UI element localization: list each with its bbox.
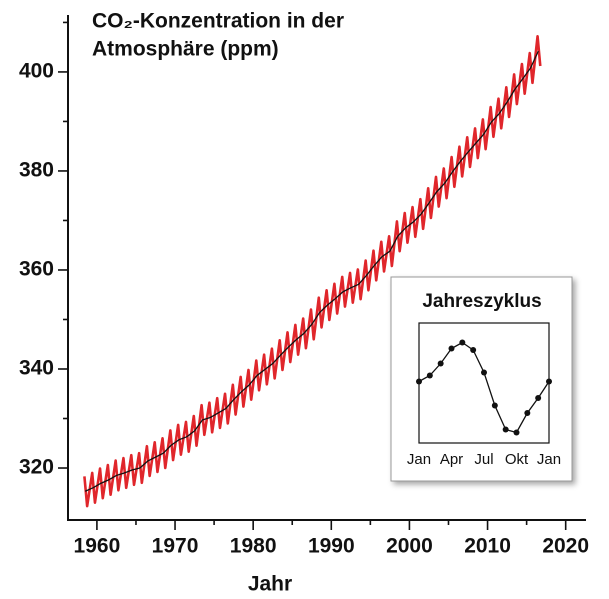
inset-point — [448, 345, 455, 352]
y-tick-label: 360 — [19, 258, 54, 281]
inset-x-label: Okt — [505, 451, 529, 468]
x-tick-label: 2010 — [464, 535, 511, 558]
y-tick-label: 320 — [19, 456, 54, 479]
x-tick-label: 1960 — [74, 535, 121, 558]
x-tick-label: 2020 — [542, 535, 589, 558]
x-tick-label: 1980 — [230, 535, 277, 558]
inset-x-label: Jul — [474, 451, 493, 468]
x-tick-label: 1970 — [152, 535, 199, 558]
chart-title: Atmosphäre (ppm) — [92, 38, 279, 61]
x-axis-label: Jahr — [248, 573, 292, 596]
y-tick-label: 400 — [19, 59, 54, 82]
plot: 320 340 360 380 400 1960 1970 1980 1990 2000 2010 2… — [19, 21, 589, 558]
inset-plot: Jan Apr Jul Okt Jan — [407, 339, 561, 468]
inset-point — [470, 347, 477, 353]
y-tick-label: 380 — [19, 159, 54, 182]
inset-panel — [390, 276, 573, 482]
inset-point — [513, 429, 520, 436]
trend-line — [84, 50, 539, 492]
x-tick-label: 1990 — [308, 535, 355, 558]
inset-point — [416, 378, 422, 385]
inset-point — [491, 402, 498, 409]
inset-point — [437, 360, 444, 367]
inset-x-label: Apr — [440, 451, 463, 468]
inset-title: Jahreszyklus — [422, 291, 541, 312]
inset-point — [524, 410, 531, 416]
inset-point — [459, 339, 466, 346]
chart-title: CO₂-Konzentration in der — [92, 10, 344, 33]
inset-point — [502, 426, 509, 433]
inset-point — [426, 372, 433, 379]
inset-x-label: Jan — [407, 451, 431, 468]
inset-point — [535, 395, 542, 401]
y-tick-label: 340 — [19, 357, 54, 380]
inset-x-label: Jan — [537, 451, 561, 468]
inset-point — [546, 378, 552, 385]
x-tick-label: 2000 — [386, 535, 433, 558]
inset-point — [481, 369, 487, 376]
